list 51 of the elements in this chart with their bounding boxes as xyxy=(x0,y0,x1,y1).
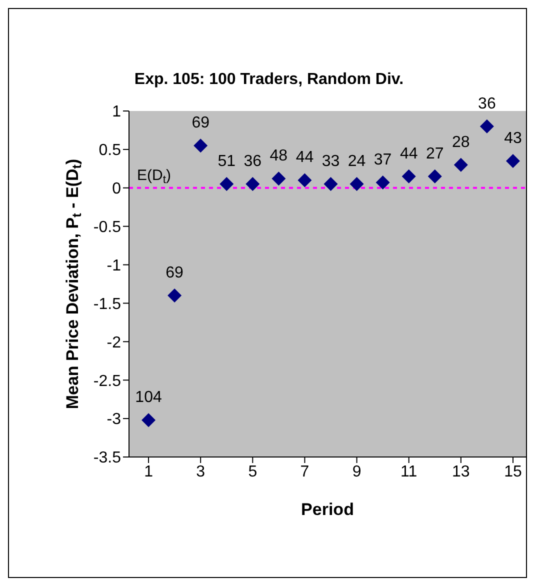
x-tick-label: 15 xyxy=(504,463,522,480)
annotation: 36 xyxy=(478,95,496,112)
x-tick-label: 11 xyxy=(400,463,418,480)
y-tick-label: -0.5 xyxy=(93,219,122,236)
point xyxy=(480,119,494,134)
y-tick-label: -3 xyxy=(106,411,122,428)
x-tick-label: 9 xyxy=(352,463,362,480)
annotation: 27 xyxy=(426,145,444,162)
point xyxy=(168,288,182,303)
y-tick-label: -2.5 xyxy=(93,372,122,390)
annotation: 43 xyxy=(504,130,522,147)
y-tick-label: -3.5 xyxy=(93,450,122,467)
y-tick-label: -2 xyxy=(106,334,122,352)
annotation: 36 xyxy=(244,153,262,170)
point xyxy=(506,154,520,168)
x-tick-label: 7 xyxy=(300,463,310,480)
ref-line-label: E(D$_{t}$) xyxy=(137,166,171,186)
annotation: 24 xyxy=(348,153,366,170)
annotation: 37 xyxy=(374,152,392,169)
point xyxy=(454,158,468,172)
annotation: 48 xyxy=(270,148,288,165)
annotation: 33 xyxy=(322,153,340,170)
point xyxy=(246,177,260,192)
y-tick-label: -1 xyxy=(106,257,122,274)
annotation: 28 xyxy=(452,134,470,151)
point xyxy=(194,138,208,153)
point xyxy=(272,172,286,186)
annotation: 44 xyxy=(400,145,418,162)
x-tick-label: 13 xyxy=(452,463,470,480)
point xyxy=(402,169,416,184)
point xyxy=(324,177,338,192)
point xyxy=(376,176,390,190)
annotation: 44 xyxy=(296,149,314,166)
chart-title: Exp. 105: 100 Traders, Random Div. xyxy=(133,71,405,89)
y-tick-label: -1.5 xyxy=(93,296,122,313)
point xyxy=(298,173,312,188)
y-tick-label: 0.5 xyxy=(98,142,122,160)
point xyxy=(142,413,156,428)
x-axis-title: Period xyxy=(301,500,354,519)
point xyxy=(220,177,234,192)
x-tick-label: 1 xyxy=(144,463,154,480)
annotation: 69 xyxy=(166,264,184,282)
y-tick-label: 0 xyxy=(112,180,122,198)
annotation: 69 xyxy=(192,114,210,132)
point xyxy=(428,169,442,184)
annotation: 51 xyxy=(218,153,236,170)
x-tick-label: 5 xyxy=(248,463,258,480)
point xyxy=(350,177,364,192)
x-tick-label: 3 xyxy=(196,463,206,480)
annotation: 104 xyxy=(135,389,162,406)
y-tick-label: 1 xyxy=(112,104,122,121)
